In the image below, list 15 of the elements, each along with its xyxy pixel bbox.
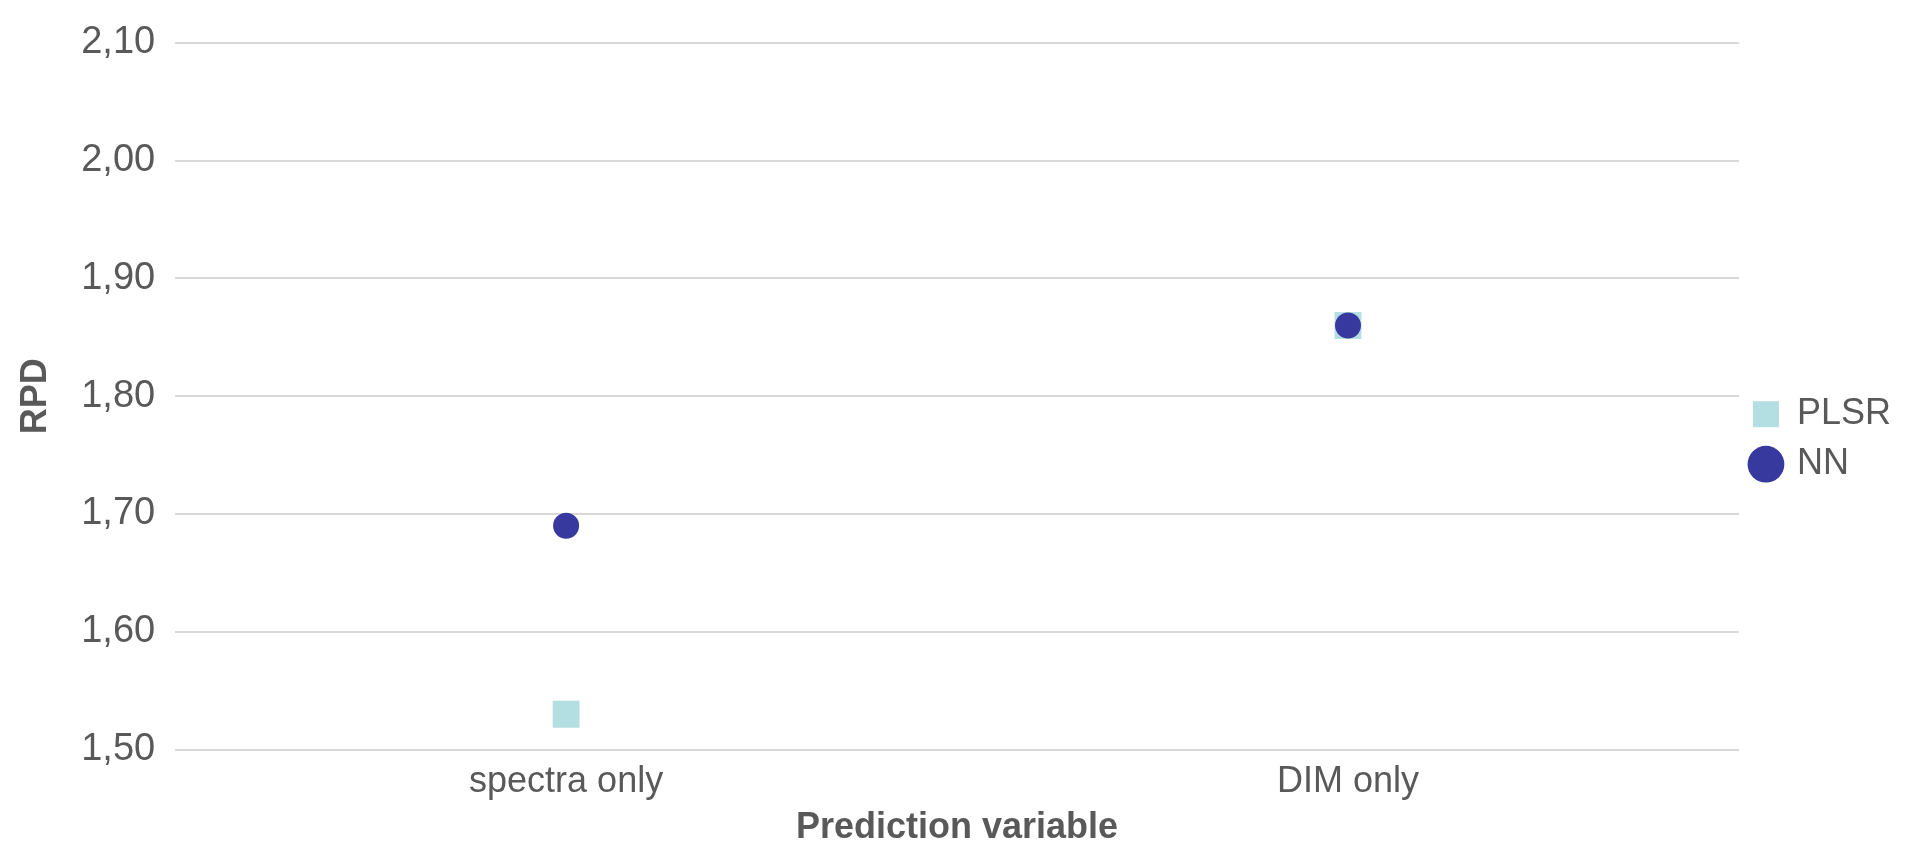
y-axis-title: RPD — [12, 358, 54, 435]
y-tick-label: 1,70 — [81, 490, 156, 533]
y-tick-label: 2,00 — [81, 137, 156, 180]
legend-label: NN — [1796, 441, 1849, 483]
point — [553, 512, 580, 539]
point — [552, 700, 580, 728]
y-tick-label: 1,90 — [81, 254, 156, 297]
legend-label: PLSR — [1796, 391, 1891, 433]
x-tick-label: spectra only — [469, 759, 664, 801]
x-tick-label: DIM only — [1276, 759, 1420, 801]
y-tick-label: 1,60 — [81, 608, 156, 651]
x-axis-title: Prediction variable — [796, 805, 1119, 847]
y-tick-label: 2,10 — [81, 19, 156, 62]
y-tick-label: 1,50 — [81, 726, 156, 769]
y-tick-label: 1,80 — [81, 372, 156, 415]
